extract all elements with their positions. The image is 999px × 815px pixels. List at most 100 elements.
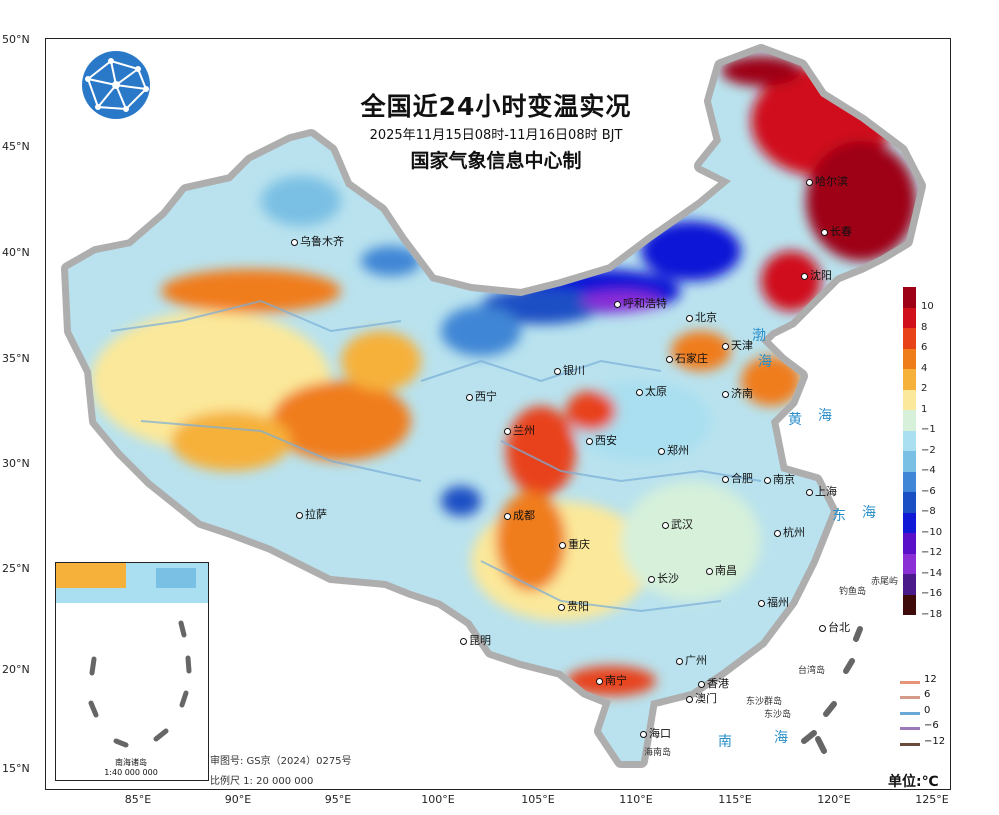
lon-label: 115°E [718,793,752,806]
legend-label: −4 [921,465,936,476]
sea-label: 南 [718,734,732,750]
city-label: 西安 [586,432,617,448]
south-china-sea-inset: 南海诸岛 1:40 000 000 [55,562,209,781]
contour-line-swatch [900,727,920,731]
islet-label: 台湾岛 [798,666,826,676]
lat-label: 30°N [2,457,30,470]
city-label: 长沙 [648,570,679,586]
islet-label: 钓鱼岛 [839,587,867,597]
city-label: 广州 [676,652,707,668]
islet-label: 海南岛 [644,748,672,758]
approval-number: 审图号: GS京（2024）0275号 [210,756,352,767]
contour-line-swatch [900,742,920,746]
legend-label: 1 [921,404,928,415]
sea-label: 海 [862,505,876,521]
legend-label: −18 [921,609,943,620]
maritime-boundary [801,626,863,754]
city-label: 兰州 [504,422,535,438]
city-label: 银川 [554,362,585,378]
islet-label: 赤尾屿 [871,577,899,587]
city-label: 天津 [722,337,753,353]
legend-swatch [903,574,916,595]
color-legend: 10 8 6 4 2 1 −1 −2 −4 −6 −8 −10 −12 −14 … [903,287,942,620]
city-label: 太原 [636,383,667,399]
legend-swatch [903,328,916,349]
legend-label: −6 [921,486,936,497]
legend-swatch [903,512,916,533]
city-label: 澳门 [686,690,717,706]
contour-legend-label: 12 [924,674,937,685]
lon-label: 85°E [124,793,152,806]
city-label: 昆明 [460,632,491,648]
city-label: 长春 [821,223,852,239]
legend-label: −8 [921,506,936,517]
map-issuer: 国家气象信息中心制 [410,150,582,172]
lat-label: 15°N [2,762,30,775]
sea-label: 海 [774,730,788,746]
temperature-field [91,56,916,696]
contour-legend-label: −6 [924,720,939,732]
map-scale: 比例尺 1: 20 000 000 [210,776,314,787]
sea-label: 海 [758,354,772,370]
city-label: 武汉 [662,516,693,532]
map-period: 2025年11月15日08时-11月16日08时 BJT [369,128,623,143]
legend-label: −12 [921,547,943,558]
map-frame: 全国近24小时变温实况 2025年11月15日08时-11月16日08时 BJT… [45,38,951,790]
legend-label: 6 [921,342,928,353]
city-label: 台北 [819,619,850,635]
legend-label: −14 [921,568,943,579]
city-label: 济南 [722,385,753,401]
lat-label: 45°N [2,140,30,153]
legend-label: 8 [921,322,928,333]
islet-label: 东沙岛 [764,710,792,720]
sea-label: 东 [832,508,846,524]
city-label: 拉萨 [296,506,327,522]
logo-globe-icon [82,51,150,119]
legend-label: −2 [921,445,936,456]
map-title: 全国近24小时变温实况 [360,92,632,121]
legend-swatch [903,348,916,369]
legend-label: −1 [921,424,936,435]
city-label: 郑州 [658,442,689,458]
legend-swatch [903,287,916,308]
lat-label: 25°N [2,562,30,575]
lon-label: 100°E [421,793,455,806]
province-borders [110,299,762,613]
legend-label: −10 [921,527,943,538]
city-label: 合肥 [722,470,753,486]
city-label: 福州 [758,594,789,610]
sea-label: 黄 [788,412,802,428]
city-label: 香港 [698,675,729,691]
temperature-change-map [61,44,926,768]
city-label: 哈尔滨 [806,173,848,189]
city-label: 沈阳 [801,267,832,283]
legend-label: 2 [921,383,928,394]
lat-label: 40°N [2,246,30,259]
city-label: 西宁 [466,388,497,404]
city-label: 海口 [640,725,671,741]
legend-swatch [903,307,916,328]
legend-swatch [903,451,916,472]
sea-label: 海 [818,408,832,424]
city-label: 石家庄 [666,350,708,366]
city-label: 南京 [764,471,795,487]
city-label: 贵阳 [558,598,589,614]
legend-swatch [903,410,916,431]
contour-legend-label: 6 [924,689,931,701]
legend-label: 10 [921,301,934,312]
legend-swatch [903,430,916,451]
unit-label: 单位:℃ [888,774,939,790]
city-label: 呼和浩特 [614,295,667,311]
contour-legend-label: −12 [924,735,946,747]
contour-line-swatch [900,681,920,684]
city-label: 南宁 [596,672,627,688]
city-label: 北京 [686,309,717,325]
city-label: 重庆 [559,536,590,552]
legend-swatch [903,471,916,492]
legend-label: 4 [921,363,928,374]
contour-legend-label: 0 [924,704,931,716]
legend-swatch [903,594,916,615]
inset-map [56,563,208,748]
lat-label: 35°N [2,352,30,365]
lon-label: 90°E [224,793,252,806]
